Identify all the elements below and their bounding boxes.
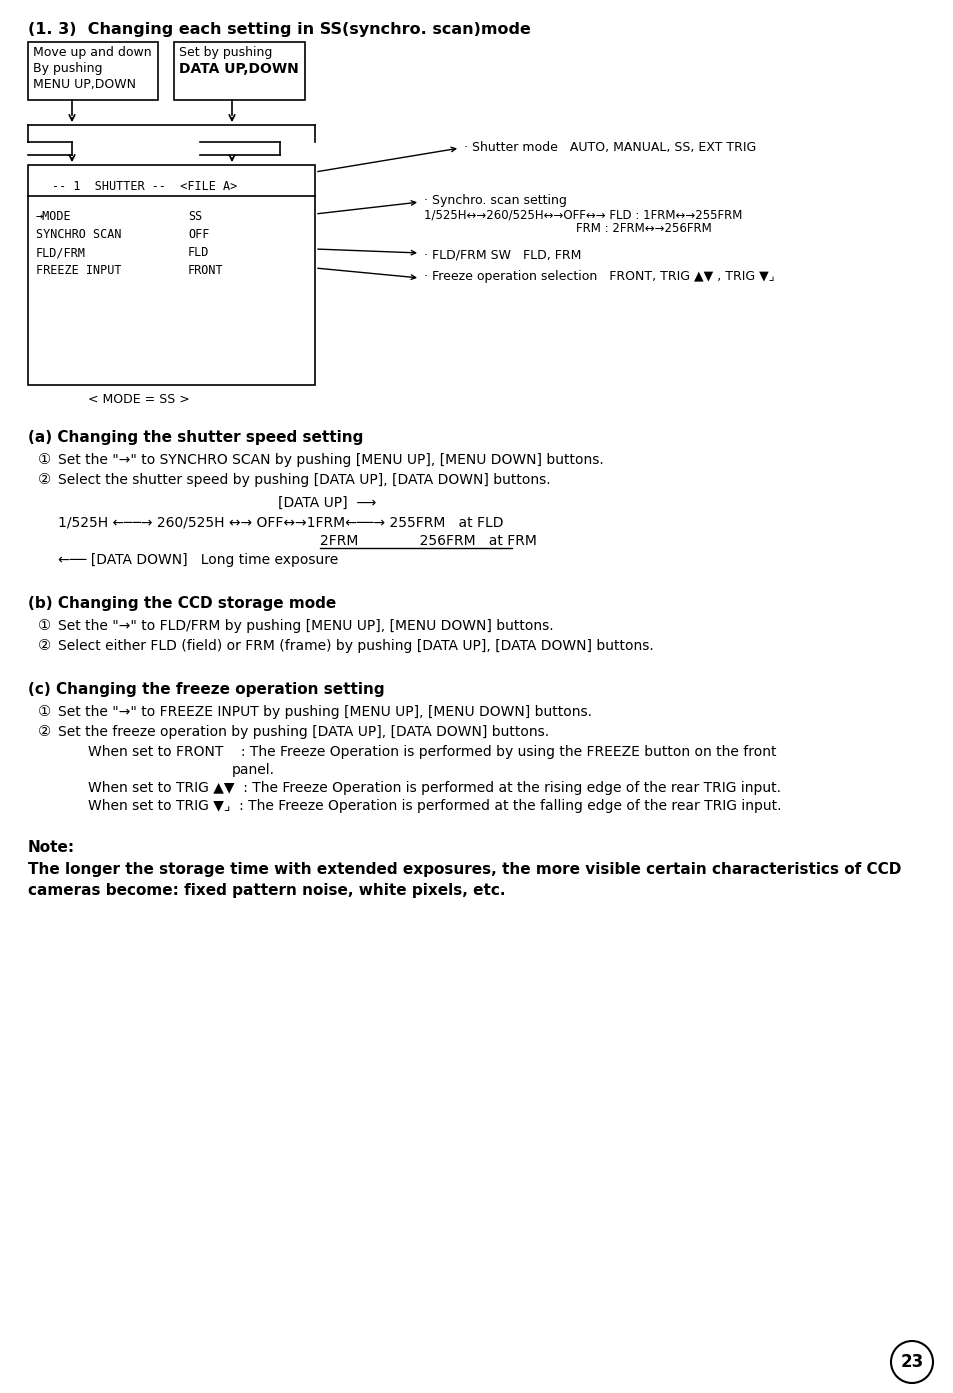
Circle shape	[890, 1341, 932, 1383]
Text: ①: ①	[38, 451, 51, 467]
Bar	[28, 42, 158, 100]
Text: FRM : 2FRM↔→256FRM: FRM : 2FRM↔→256FRM	[576, 221, 711, 235]
Text: By pushing: By pushing	[33, 63, 102, 75]
Text: The longer the storage time with extended exposures, the more visible certain ch: The longer the storage time with extende…	[28, 862, 901, 878]
Text: < MODE = SS >: < MODE = SS >	[88, 393, 190, 405]
Text: 2FRM              256FRM   at FRM: 2FRM 256FRM at FRM	[319, 534, 537, 547]
Text: (b) Changing the CCD storage mode: (b) Changing the CCD storage mode	[28, 596, 335, 612]
Text: (a) Changing the shutter speed setting: (a) Changing the shutter speed setting	[28, 430, 363, 444]
Text: -- 1  SHUTTER --  <FILE A>: -- 1 SHUTTER -- <FILE A>	[52, 180, 237, 194]
Text: FREEZE INPUT: FREEZE INPUT	[36, 265, 121, 277]
Text: Note:: Note:	[28, 840, 75, 855]
Text: Select the shutter speed by pushing [DATA UP], [DATA DOWN] buttons.: Select the shutter speed by pushing [DAT…	[58, 474, 550, 488]
Text: ②: ②	[38, 724, 51, 740]
Text: ②: ②	[38, 638, 51, 653]
Text: ②: ②	[38, 472, 51, 488]
Text: cameras become: fixed pattern noise, white pixels, etc.: cameras become: fixed pattern noise, whi…	[28, 883, 505, 898]
Text: 23: 23	[900, 1353, 923, 1371]
Text: · FLD/FRM SW   FLD, FRM: · FLD/FRM SW FLD, FRM	[423, 248, 580, 260]
Text: Set the "→" to FREEZE INPUT by pushing [MENU UP], [MENU DOWN] buttons.: Set the "→" to FREEZE INPUT by pushing […	[58, 705, 592, 719]
Text: ①: ①	[38, 618, 51, 632]
Text: SYNCHRO SCAN: SYNCHRO SCAN	[36, 228, 121, 241]
Text: (c) Changing the freeze operation setting: (c) Changing the freeze operation settin…	[28, 683, 384, 696]
Bar	[173, 42, 305, 100]
Text: OFF: OFF	[188, 228, 209, 241]
Text: When set to FRONT    : The Freeze Operation is performed by using the FREEZE but: When set to FRONT : The Freeze Operation…	[88, 745, 776, 759]
Text: When set to TRIG ▼⌟  : The Freeze Operation is performed at the falling edge of : When set to TRIG ▼⌟ : The Freeze Operati…	[88, 800, 781, 814]
Bar	[28, 164, 314, 384]
Text: SS: SS	[188, 210, 202, 223]
Text: Set the "→" to SYNCHRO SCAN by pushing [MENU UP], [MENU DOWN] buttons.: Set the "→" to SYNCHRO SCAN by pushing […	[58, 453, 603, 467]
Text: MENU UP,DOWN: MENU UP,DOWN	[33, 78, 136, 91]
Text: FLD/FRM: FLD/FRM	[36, 247, 86, 259]
Text: FRONT: FRONT	[188, 265, 223, 277]
Text: When set to TRIG ▲▼  : The Freeze Operation is performed at the rising edge of t: When set to TRIG ▲▼ : The Freeze Operati…	[88, 781, 781, 795]
Text: · Shutter mode   AUTO, MANUAL, SS, EXT TRIG: · Shutter mode AUTO, MANUAL, SS, EXT TRI…	[463, 141, 756, 155]
Text: panel.: panel.	[232, 763, 274, 777]
Text: 1/525H ←──→ 260/525H ↔→ OFF↔→1FRM←──→ 255FRM   at FLD: 1/525H ←──→ 260/525H ↔→ OFF↔→1FRM←──→ 25…	[58, 515, 503, 529]
Text: · Freeze operation selection   FRONT, TRIG ▲▼ , TRIG ▼⌟: · Freeze operation selection FRONT, TRIG…	[423, 270, 774, 283]
Text: (1. 3)  Changing each setting in SS(synchro. scan)mode: (1. 3) Changing each setting in SS(synch…	[28, 22, 530, 38]
Text: FLD: FLD	[188, 247, 209, 259]
Text: Set the freeze operation by pushing [DATA UP], [DATA DOWN] buttons.: Set the freeze operation by pushing [DAT…	[58, 724, 549, 740]
Text: DATA UP,DOWN: DATA UP,DOWN	[179, 63, 298, 77]
Text: [DATA UP]  ⟶: [DATA UP] ⟶	[277, 496, 375, 510]
Text: Set the "→" to FLD/FRM by pushing [MENU UP], [MENU DOWN] buttons.: Set the "→" to FLD/FRM by pushing [MENU …	[58, 618, 553, 632]
Text: · Synchro. scan setting: · Synchro. scan setting	[423, 194, 566, 208]
Text: ←── [DATA DOWN]   Long time exposure: ←── [DATA DOWN] Long time exposure	[58, 553, 338, 567]
Text: Move up and down: Move up and down	[33, 46, 152, 59]
Text: Select either FLD (field) or FRM (frame) by pushing [DATA UP], [DATA DOWN] butto: Select either FLD (field) or FRM (frame)…	[58, 639, 653, 653]
Text: ①: ①	[38, 703, 51, 719]
Text: →MODE: →MODE	[36, 210, 71, 223]
Text: Set by pushing: Set by pushing	[179, 46, 273, 59]
Text: 1/525H↔→260/525H↔→OFF↔→ FLD : 1FRM↔→255FRM: 1/525H↔→260/525H↔→OFF↔→ FLD : 1FRM↔→255F…	[423, 208, 741, 221]
